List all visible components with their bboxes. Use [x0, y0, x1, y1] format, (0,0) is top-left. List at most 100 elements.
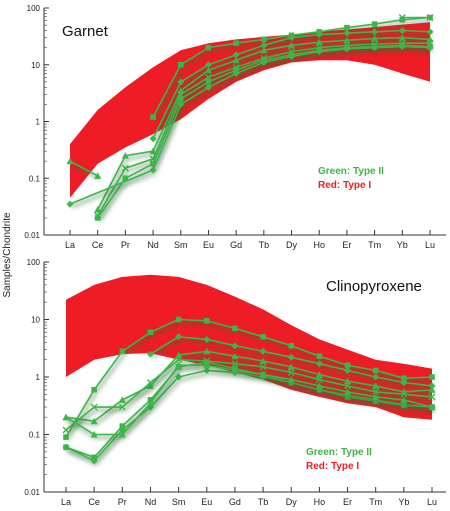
data-point: [121, 152, 129, 159]
data-point: [287, 353, 295, 361]
x-tick-label: Pr: [118, 497, 127, 507]
data-point-stroke-b: [428, 393, 436, 401]
data-point: [119, 348, 126, 355]
data-point: [203, 361, 211, 369]
data-point: [287, 376, 295, 383]
data-point: [343, 36, 351, 44]
data-point: [372, 388, 380, 396]
data-point: [429, 374, 435, 380]
data-point: [259, 371, 267, 378]
data-point: [371, 35, 379, 42]
data-point: [122, 175, 129, 182]
x-tick-label: Er: [343, 497, 352, 507]
data-point: [94, 215, 101, 221]
data-point: [343, 45, 351, 53]
y-tick-label: 10: [31, 316, 40, 325]
data-point: [428, 393, 436, 401]
data-point: [398, 42, 406, 50]
data-point: [315, 382, 323, 389]
y-tick-label: 100: [27, 4, 41, 13]
data-point: [316, 353, 323, 360]
x-tick-label: La: [65, 240, 75, 250]
data-point: [118, 403, 126, 411]
data-point-stroke-b: [259, 363, 267, 371]
data-point: [66, 157, 74, 165]
legend-type-ii: Green: Type II: [318, 166, 384, 177]
data-point: [428, 382, 436, 390]
data-point: [175, 356, 183, 364]
data-point: [119, 423, 126, 429]
data-point: [177, 61, 184, 68]
data-point: [426, 44, 434, 52]
data-point: [231, 352, 239, 360]
y-tick-label: 0.01: [24, 231, 40, 240]
data-point: [400, 396, 408, 403]
type-ii-series-line: [65, 350, 433, 422]
data-point: [231, 342, 239, 350]
data-point: [175, 316, 182, 323]
data-point: [260, 334, 266, 340]
data-point: [371, 28, 379, 36]
data-point: [63, 434, 69, 440]
data-point: [398, 27, 406, 35]
x-tick-label: Lu: [427, 497, 437, 507]
data-point: [259, 363, 267, 371]
data-point: [259, 357, 267, 364]
data-point: [150, 160, 156, 167]
data-point: [149, 147, 157, 155]
series-shadow: [151, 338, 434, 391]
data-point: [400, 390, 408, 398]
data-point: [150, 114, 156, 120]
data-point: [149, 166, 157, 174]
series-shadow: [67, 352, 434, 426]
data-point-stroke-b: [175, 356, 183, 364]
type-ii-series-line: [65, 364, 433, 436]
series-shadow: [66, 366, 434, 440]
clinopyroxene-panel: 0.01 0.1 1 10 100 La Ce Pr Nd Sm Eu Gd Tb Dy Ho Er Tm Yb L…: [24, 258, 446, 507]
panel-title: Clinopyroxene: [326, 278, 422, 295]
type-ii-series-line: [65, 358, 433, 431]
data-point: [175, 361, 183, 369]
data-point-stroke-b: [231, 360, 239, 368]
x-tick-label: Ho: [314, 497, 326, 507]
data-point: [315, 38, 323, 46]
data-point: [315, 360, 323, 368]
data-point: [118, 431, 126, 438]
data-point: [232, 325, 238, 332]
data-point: [90, 431, 98, 438]
x-tick-label: Dy: [286, 497, 297, 507]
data-point: [146, 350, 154, 358]
y-tick-label: 1: [36, 118, 41, 127]
data-point: [177, 78, 185, 86]
data-point: [287, 363, 295, 370]
data-point: [203, 335, 211, 343]
data-point: [94, 172, 102, 179]
data-point: [121, 164, 129, 172]
data-point: [203, 347, 211, 355]
x-tick-label: Yb: [397, 240, 408, 250]
data-point-stroke-b: [62, 426, 70, 434]
x-tick-label: Tm: [368, 240, 381, 250]
x-tick-label: Pr: [121, 240, 130, 250]
x-tick-label: La: [61, 497, 71, 507]
data-point: [94, 206, 102, 213]
series-shadow: [66, 361, 434, 435]
data-point: [66, 200, 74, 208]
data-point: [344, 24, 350, 31]
series-shadow: [66, 371, 434, 466]
data-point: [287, 368, 295, 376]
data-point: [288, 34, 296, 42]
data-point: [232, 56, 240, 64]
data-point-stroke-b: [398, 14, 406, 22]
data-point: [400, 379, 408, 387]
data-point: [91, 386, 97, 393]
x-tick-label: Ce: [92, 240, 104, 250]
data-point-stroke-b: [372, 388, 380, 396]
data-point: [399, 16, 406, 23]
data-point: [204, 66, 212, 74]
y-tick-label: 1: [36, 373, 41, 382]
x-tick-label: Lu: [425, 240, 435, 250]
data-point: [398, 34, 406, 41]
data-point: [315, 48, 323, 56]
x-tick-label: Tb: [259, 240, 270, 250]
